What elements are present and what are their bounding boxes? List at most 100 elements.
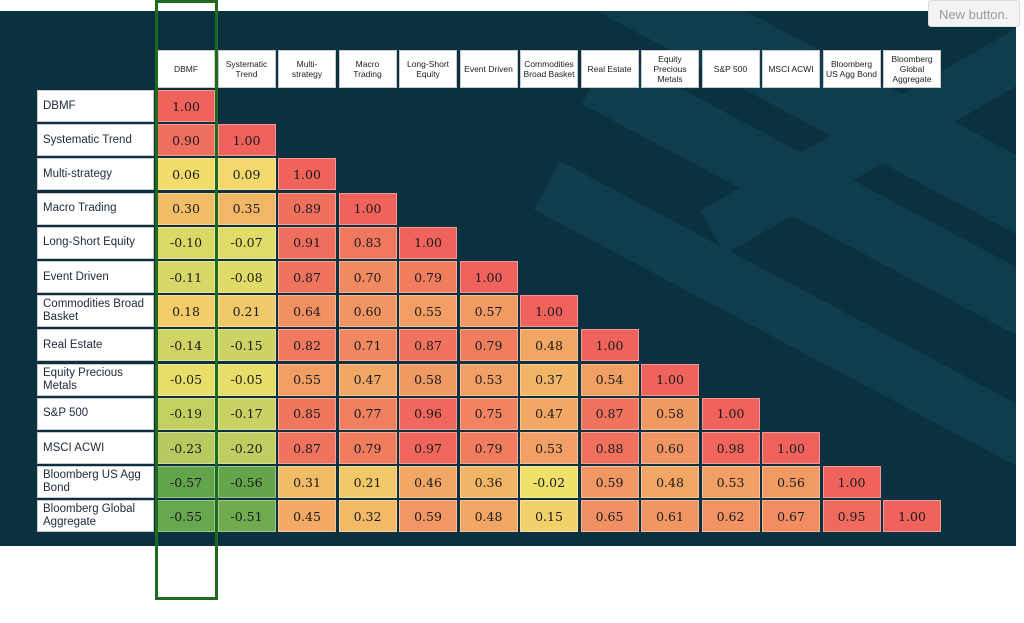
correlation-cell: 0.79 bbox=[459, 432, 518, 464]
column-header-systematic-trend: Systematic Trend bbox=[217, 50, 276, 88]
column-header-event-driven: Event Driven bbox=[459, 50, 518, 88]
correlation-cell: 1.00 bbox=[399, 226, 457, 259]
correlation-cell: 0.95 bbox=[822, 500, 881, 533]
correlation-cell: -0.57 bbox=[157, 466, 215, 499]
column-header-multi-strategy: Multi- strategy bbox=[278, 50, 336, 88]
correlation-cell: -0.15 bbox=[217, 329, 276, 362]
column-header-equity-precious-metals: Equity Precious Metals bbox=[641, 50, 699, 88]
correlation-cell: 0.47 bbox=[338, 363, 397, 396]
row-header-dbmf: DBMF bbox=[37, 90, 154, 122]
correlation-cell: 0.79 bbox=[338, 432, 397, 464]
correlation-cell: 0.71 bbox=[338, 329, 397, 362]
correlation-cell: 0.91 bbox=[278, 226, 336, 259]
correlation-cell: 0.96 bbox=[399, 397, 457, 430]
correlation-cell: 0.48 bbox=[459, 500, 518, 533]
correlation-cell: 1.00 bbox=[459, 261, 518, 293]
column-header-s-p-500: S&P 500 bbox=[701, 50, 760, 88]
correlation-cell: 0.47 bbox=[520, 397, 578, 430]
correlation-cell: 0.79 bbox=[459, 329, 518, 362]
column-header-long-short-equity: Long-Short Equity bbox=[399, 50, 457, 88]
correlation-cell: 0.48 bbox=[641, 466, 699, 499]
correlation-cell: 0.90 bbox=[157, 124, 215, 157]
new-button[interactable]: New button. bbox=[928, 0, 1020, 27]
correlation-cell: 0.87 bbox=[278, 261, 336, 293]
correlation-cell: 0.82 bbox=[278, 329, 336, 362]
correlation-cell: 0.77 bbox=[338, 397, 397, 430]
correlation-cell: 0.79 bbox=[399, 261, 457, 293]
correlation-cell: 0.58 bbox=[641, 397, 699, 430]
correlation-cell: 0.37 bbox=[520, 363, 578, 396]
correlation-cell: 1.00 bbox=[641, 363, 699, 396]
row-header-real-estate: Real Estate bbox=[37, 329, 154, 362]
row-header-multi-strategy: Multi-strategy bbox=[37, 158, 154, 191]
correlation-cell: 0.60 bbox=[338, 295, 397, 328]
correlation-cell: 0.56 bbox=[762, 466, 820, 499]
correlation-cell: 0.55 bbox=[278, 363, 336, 396]
correlation-cell: 0.45 bbox=[278, 500, 336, 533]
column-header-commodities-broad-basket: Commodities Broad Basket bbox=[520, 50, 578, 88]
correlation-cell: 0.31 bbox=[278, 466, 336, 499]
correlation-cell: 0.87 bbox=[399, 329, 457, 362]
column-header-real-estate: Real Estate bbox=[580, 50, 639, 88]
correlation-cell: -0.56 bbox=[217, 466, 276, 499]
correlation-cell: 0.61 bbox=[641, 500, 699, 533]
correlation-cell: 0.57 bbox=[459, 295, 518, 328]
slide-background: DBMF Systematic Trend Multi- strategy Macro… bbox=[0, 11, 1016, 546]
correlation-cell: 0.58 bbox=[399, 363, 457, 396]
correlation-cell: 1.00 bbox=[520, 295, 578, 328]
correlation-cell: 0.62 bbox=[701, 500, 760, 533]
correlation-cell: 1.00 bbox=[278, 158, 336, 191]
correlation-cell: 1.00 bbox=[338, 192, 397, 225]
correlation-cell: 1.00 bbox=[157, 90, 215, 122]
correlation-cell: 0.59 bbox=[399, 500, 457, 533]
correlation-cell: -0.10 bbox=[157, 226, 215, 259]
column-header-macro-trading: Macro Trading bbox=[338, 50, 397, 88]
correlation-cell: -0.23 bbox=[157, 432, 215, 464]
row-header-long-short-equity: Long-Short Equity bbox=[37, 226, 154, 259]
correlation-cell: -0.55 bbox=[157, 500, 215, 533]
row-header-msci-acwi: MSCI ACWI bbox=[37, 432, 154, 464]
correlation-cell: 1.00 bbox=[762, 432, 820, 464]
correlation-cell: -0.05 bbox=[157, 363, 215, 396]
column-header-bloomberg-us-agg-bond: Bloomberg US Agg Bond bbox=[822, 50, 881, 88]
correlation-cell: -0.20 bbox=[217, 432, 276, 464]
correlation-cell: 1.00 bbox=[883, 500, 941, 533]
row-header-equity-precious-metals: Equity Precious Metals bbox=[37, 363, 154, 396]
correlation-cell: -0.19 bbox=[157, 397, 215, 430]
correlation-cell: 1.00 bbox=[822, 466, 881, 499]
correlation-cell: 0.06 bbox=[157, 158, 215, 191]
correlation-cell: 0.55 bbox=[399, 295, 457, 328]
correlation-cell: -0.07 bbox=[217, 226, 276, 259]
row-header-commodities-broad-basket: Commodities Broad Basket bbox=[37, 295, 154, 328]
correlation-cell: 0.60 bbox=[641, 432, 699, 464]
correlation-cell: 0.89 bbox=[278, 192, 336, 225]
correlation-cell: -0.17 bbox=[217, 397, 276, 430]
correlation-cell: 0.83 bbox=[338, 226, 397, 259]
correlation-cell: 0.87 bbox=[278, 432, 336, 464]
row-header-s-p-500: S&P 500 bbox=[37, 397, 154, 430]
row-header-event-driven: Event Driven bbox=[37, 261, 154, 293]
correlation-cell: 0.59 bbox=[580, 466, 639, 499]
correlation-cell: -0.11 bbox=[157, 261, 215, 293]
row-header-bloomberg-global-aggregate: Bloomberg Global Aggregate bbox=[37, 500, 154, 533]
correlation-cell: 0.32 bbox=[338, 500, 397, 533]
correlation-cell: 0.30 bbox=[157, 192, 215, 225]
correlation-cell: 0.54 bbox=[580, 363, 639, 396]
correlation-cell: 0.98 bbox=[701, 432, 760, 464]
correlation-cell: 0.70 bbox=[338, 261, 397, 293]
row-header-systematic-trend: Systematic Trend bbox=[37, 124, 154, 157]
correlation-cell: -0.08 bbox=[217, 261, 276, 293]
correlation-cell: 0.53 bbox=[459, 363, 518, 396]
correlation-cell: 1.00 bbox=[217, 124, 276, 157]
correlation-cell: -0.05 bbox=[217, 363, 276, 396]
correlation-cell: 0.87 bbox=[580, 397, 639, 430]
column-header-dbmf: DBMF bbox=[157, 50, 215, 88]
column-header-msci-acwi: MSCI ACWI bbox=[762, 50, 820, 88]
row-header-macro-trading: Macro Trading bbox=[37, 192, 154, 225]
correlation-cell: 0.53 bbox=[520, 432, 578, 464]
correlation-cell: 0.48 bbox=[520, 329, 578, 362]
correlation-cell: 0.15 bbox=[520, 500, 578, 533]
correlation-cell: 0.53 bbox=[701, 466, 760, 499]
correlation-cell: 0.85 bbox=[278, 397, 336, 430]
correlation-cell: -0.51 bbox=[217, 500, 276, 533]
